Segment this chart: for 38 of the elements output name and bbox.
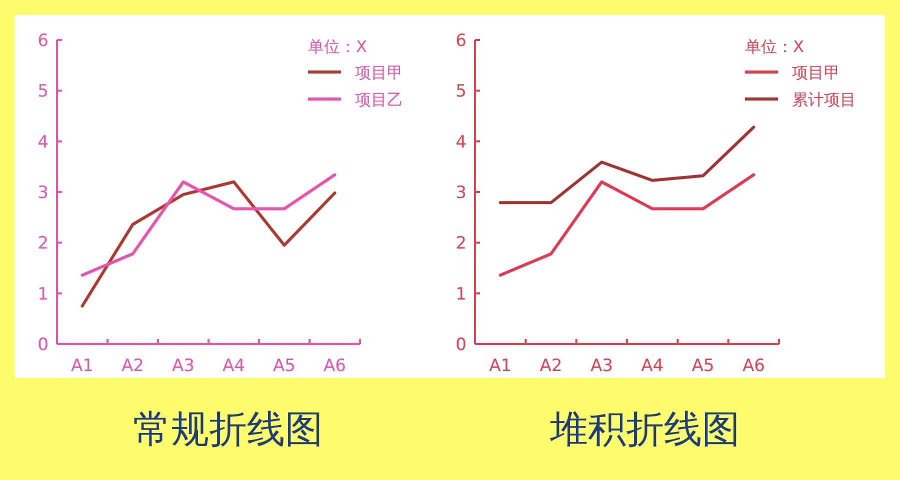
x-tick-label: A1 xyxy=(489,356,512,376)
y-tick-label: 2 xyxy=(38,234,48,254)
x-tick-label: A4 xyxy=(641,356,664,376)
y-tick-label: 1 xyxy=(456,284,466,304)
y-tick-label: 4 xyxy=(456,132,466,152)
line-series xyxy=(80,173,336,277)
x-tick-label: A1 xyxy=(71,356,94,376)
line-series xyxy=(498,126,756,204)
x-tick-label: A5 xyxy=(692,356,714,376)
x-tick-label: A5 xyxy=(273,356,296,376)
x-tick-label: A3 xyxy=(172,356,194,376)
text: 常规折线图 xyxy=(133,407,323,451)
legend-label: 累计项目 xyxy=(792,90,856,109)
x-tick-label: A4 xyxy=(222,356,245,376)
text: 堆积折线图 xyxy=(549,407,740,451)
legend-label: 项目乙 xyxy=(355,90,403,109)
y-tick-label: 6 xyxy=(456,31,466,51)
x-tick-label: A6 xyxy=(324,356,346,376)
y-tick-label: 1 xyxy=(38,284,48,304)
line-series xyxy=(80,180,336,308)
y-tick-label: 5 xyxy=(456,82,466,102)
y-tick-label: 0 xyxy=(38,335,48,355)
x-tick-label: A6 xyxy=(742,356,765,376)
x-tick-label: A2 xyxy=(540,356,562,376)
y-tick-label: 3 xyxy=(38,183,48,203)
x-tick-label: A2 xyxy=(122,356,144,376)
legend-title: 单位：X xyxy=(308,37,367,56)
x-tick-label: A3 xyxy=(590,356,613,376)
y-tick-label: 3 xyxy=(456,183,466,203)
legend-label: 项目甲 xyxy=(355,63,403,82)
y-tick-label: 6 xyxy=(38,31,48,51)
legend-title: 单位：X xyxy=(745,37,804,56)
legend-label: 项目甲 xyxy=(792,63,840,82)
line-series xyxy=(498,173,756,277)
y-tick-label: 4 xyxy=(38,132,48,152)
y-tick-label: 5 xyxy=(38,82,48,102)
y-tick-label: 0 xyxy=(456,335,466,355)
y-tick-label: 2 xyxy=(456,234,466,254)
